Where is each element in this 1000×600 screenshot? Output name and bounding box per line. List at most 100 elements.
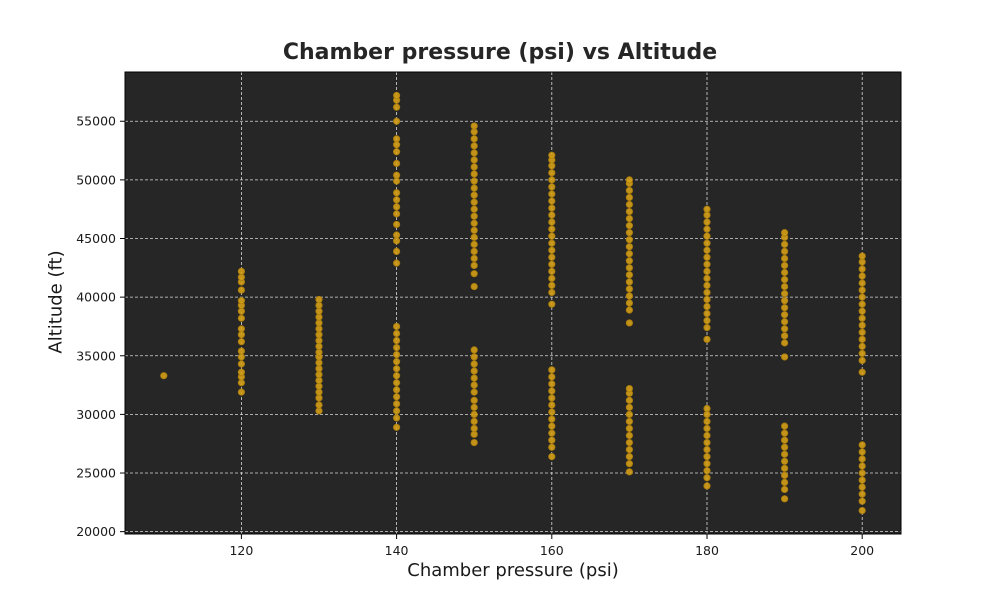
data-point xyxy=(392,407,401,415)
data-point xyxy=(780,297,789,305)
data-point xyxy=(470,261,478,270)
data-point xyxy=(470,438,478,447)
data-point xyxy=(780,290,789,298)
data-point xyxy=(858,469,866,477)
data-point xyxy=(392,141,401,149)
data-point xyxy=(625,424,634,433)
x-axis-label: Chamber pressure (psi) xyxy=(407,560,619,581)
data-point xyxy=(625,271,634,279)
data-point xyxy=(315,313,323,321)
data-point xyxy=(703,232,711,240)
data-point xyxy=(703,205,711,213)
data-point xyxy=(548,366,556,374)
data-point xyxy=(548,253,556,261)
data-point xyxy=(392,414,401,422)
data-point xyxy=(703,295,711,304)
data-point xyxy=(392,103,401,111)
data-point xyxy=(315,388,323,396)
x-tick-label: 140 xyxy=(385,543,409,558)
data-point xyxy=(470,198,478,206)
data-point xyxy=(780,247,789,256)
data-point xyxy=(780,495,789,503)
data-point xyxy=(548,169,556,177)
data-point xyxy=(548,274,556,282)
data-point xyxy=(315,376,323,384)
x-tick-label: 160 xyxy=(540,543,564,558)
data-point xyxy=(548,415,556,423)
y-tick-label: 55000 xyxy=(76,114,116,129)
data-point xyxy=(392,386,401,394)
data-point xyxy=(392,148,401,156)
data-point xyxy=(548,443,556,451)
chart-title: Chamber pressure (psi) vs Altitude xyxy=(282,40,718,65)
y-tick-label: 30000 xyxy=(76,407,116,422)
data-point xyxy=(625,222,634,230)
data-point xyxy=(392,350,401,359)
data-point xyxy=(858,335,866,343)
data-point xyxy=(625,193,634,202)
data-point xyxy=(548,387,556,395)
data-point xyxy=(470,353,478,361)
data-point xyxy=(392,393,401,401)
y-tick-label: 45000 xyxy=(76,231,116,246)
data-point xyxy=(392,231,401,239)
data-point xyxy=(780,318,789,326)
data-point xyxy=(470,135,478,143)
x-tick-label: 120 xyxy=(229,543,253,558)
data-point xyxy=(858,455,866,463)
data-point xyxy=(625,186,634,195)
data-point xyxy=(780,436,789,444)
data-point xyxy=(392,210,401,218)
data-point xyxy=(625,445,634,454)
data-point xyxy=(548,422,556,430)
data-point xyxy=(315,342,323,350)
data-point xyxy=(470,417,478,426)
data-point xyxy=(315,365,323,373)
data-point xyxy=(703,246,711,254)
data-point xyxy=(703,438,711,447)
data-point xyxy=(470,128,478,136)
y-tick-label: 40000 xyxy=(76,290,116,305)
data-point xyxy=(237,347,245,355)
data-point xyxy=(470,254,478,263)
data-point xyxy=(703,225,711,233)
data-point xyxy=(625,264,634,272)
data-point xyxy=(703,424,711,433)
data-point xyxy=(703,335,711,343)
data-point xyxy=(237,388,245,396)
data-point xyxy=(315,359,323,367)
y-tick-label: 25000 xyxy=(76,466,116,481)
data-point xyxy=(470,374,478,382)
data-point xyxy=(780,457,789,465)
data-point xyxy=(548,260,556,268)
data-point xyxy=(470,360,478,368)
y-tick-label: 35000 xyxy=(76,348,116,363)
data-point xyxy=(625,396,634,404)
data-point xyxy=(858,321,866,329)
data-point xyxy=(237,368,245,376)
data-point xyxy=(548,267,556,275)
data-point xyxy=(548,162,556,170)
data-point xyxy=(780,261,789,270)
data-point xyxy=(470,282,478,291)
data-point xyxy=(858,476,866,484)
data-point xyxy=(625,285,634,293)
data-point xyxy=(858,483,866,491)
data-point xyxy=(625,257,634,265)
data-point xyxy=(548,176,556,184)
data-point xyxy=(548,239,556,247)
data-point xyxy=(315,307,323,315)
data-point xyxy=(625,468,634,476)
data-point xyxy=(315,331,323,339)
data-point xyxy=(548,211,556,219)
data-point xyxy=(470,156,478,164)
data-point xyxy=(237,297,245,305)
data-point xyxy=(548,300,556,308)
data-point xyxy=(392,372,401,380)
data-point xyxy=(548,453,556,461)
data-point xyxy=(858,490,866,498)
grid-lines xyxy=(125,72,901,534)
data-point xyxy=(858,252,866,260)
data-point xyxy=(780,422,789,430)
